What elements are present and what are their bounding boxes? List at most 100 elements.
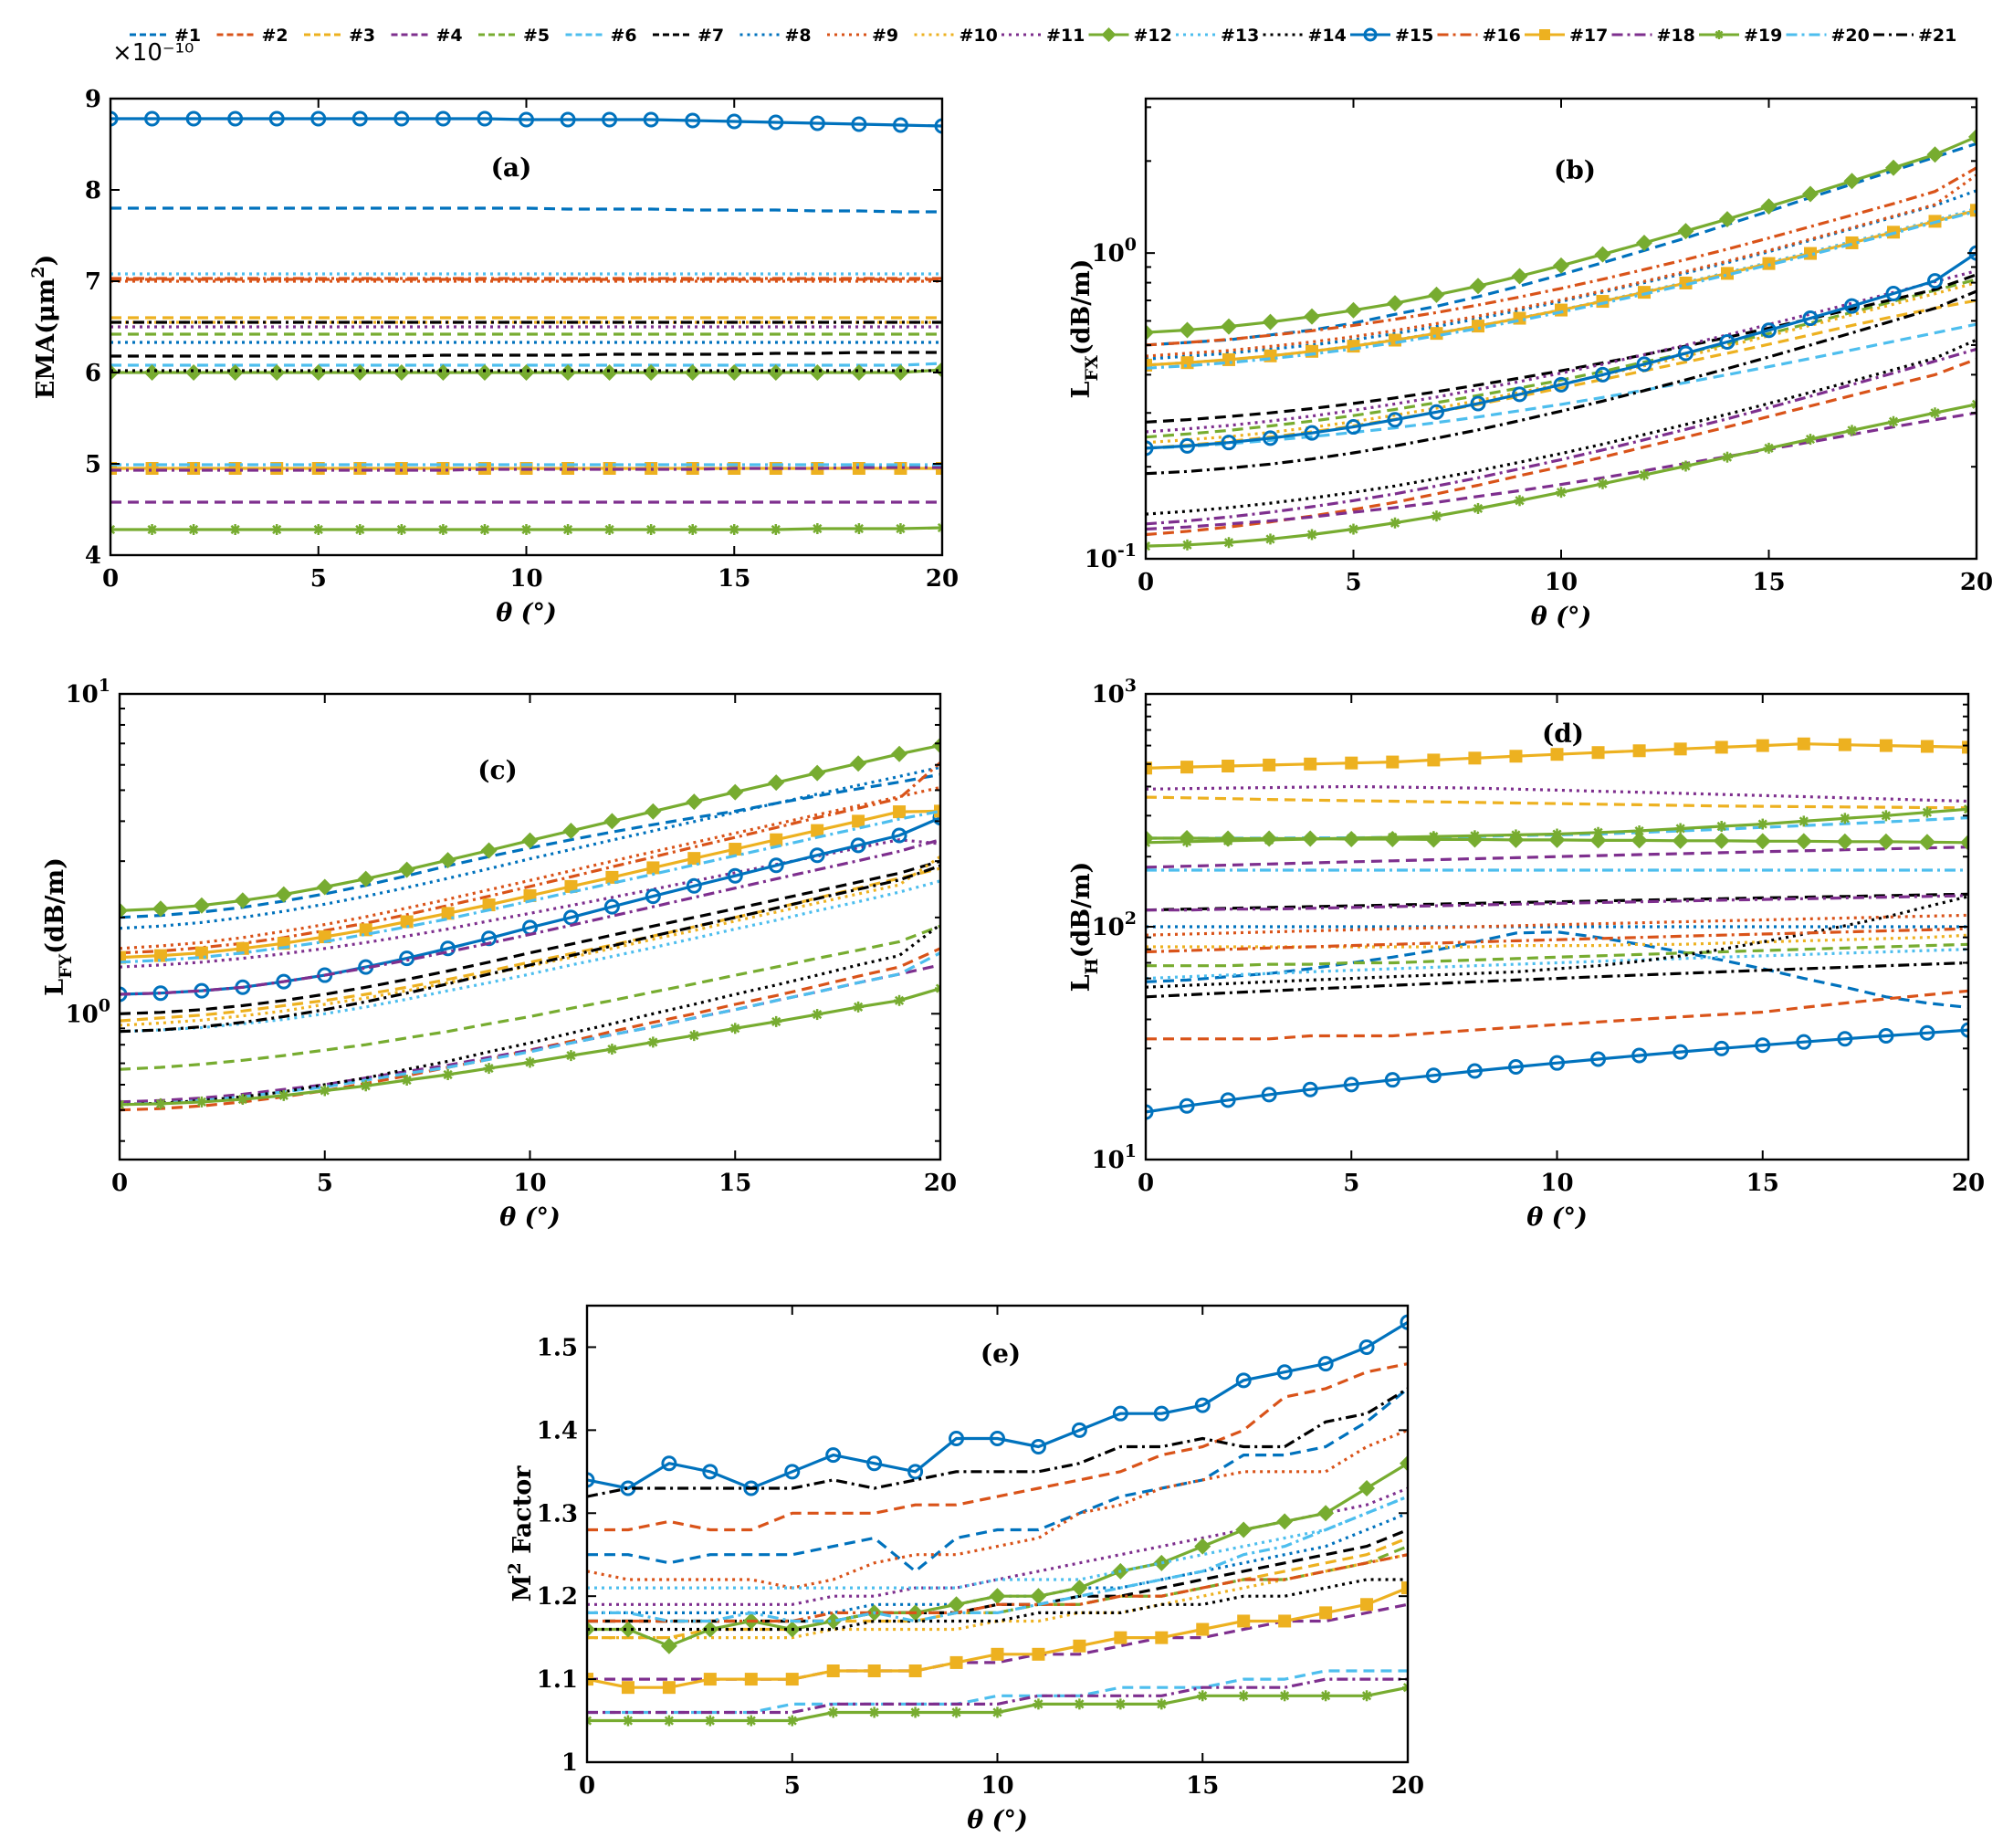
data-marker (1235, 1521, 1253, 1538)
y-axis-label: LFX(dB/m) (1067, 259, 1102, 399)
legend-label: #6 (611, 26, 637, 46)
data-marker (729, 524, 740, 535)
data-marker (1386, 755, 1400, 769)
data-marker (278, 1089, 289, 1101)
series-line (120, 785, 940, 950)
data-marker (1361, 1690, 1373, 1702)
tick-label: 5 (310, 565, 327, 593)
data-marker (1592, 826, 1604, 838)
series-line (1146, 273, 1977, 424)
data-marker (1678, 345, 1694, 362)
series-line (120, 879, 940, 1034)
data-marker (1220, 1092, 1236, 1108)
data-marker (1677, 223, 1694, 240)
tick-label: 15 (1752, 569, 1785, 596)
data-marker (316, 878, 333, 896)
data-marker (989, 1588, 1006, 1605)
data-marker (1221, 435, 1237, 451)
data-marker (1222, 760, 1235, 772)
series-line (587, 1362, 1408, 1532)
panel-label: (c) (477, 755, 518, 785)
data-marker (1261, 1087, 1277, 1103)
data-marker (1715, 821, 1727, 833)
data-marker (937, 522, 942, 533)
tick-label: 5 (1345, 569, 1361, 596)
series-group (1146, 737, 1968, 1120)
legend-label: #21 (1918, 26, 1956, 46)
data-marker (686, 793, 703, 811)
data-marker (1680, 460, 1692, 472)
data-marker (729, 1023, 741, 1034)
panel-label: (b) (1554, 155, 1596, 185)
legend-label: #3 (349, 26, 375, 46)
data-marker (605, 870, 619, 884)
series-line (587, 1545, 1408, 1623)
data-marker (770, 833, 783, 846)
data-marker (1918, 834, 1935, 851)
legend-label: #1 (174, 26, 201, 46)
data-marker (560, 111, 576, 128)
series-line (1146, 209, 1977, 370)
axis-exponent-label: ×10⁻¹⁰ (112, 39, 194, 67)
data-marker (1761, 322, 1777, 339)
data-marker (1276, 1513, 1294, 1530)
data-marker (393, 364, 410, 381)
data-marker (1551, 828, 1563, 840)
data-marker (1507, 1059, 1524, 1076)
data-marker (560, 364, 577, 381)
data-marker (1968, 128, 1977, 145)
data-marker (152, 900, 169, 918)
tick-label: 6 (85, 360, 101, 387)
data-marker (744, 1673, 758, 1686)
data-marker (312, 524, 324, 535)
data-marker (812, 1009, 823, 1021)
data-marker (399, 950, 415, 967)
data-marker (1838, 738, 1851, 751)
tick-label: 5 (317, 1170, 333, 1197)
tick-label: 1.2 (537, 1583, 578, 1611)
series-line (120, 947, 940, 1112)
data-marker (146, 524, 158, 535)
data-marker (1713, 832, 1730, 849)
series-line (587, 1495, 1408, 1590)
legend-item: #19 (1699, 26, 1782, 46)
data-marker (1469, 830, 1481, 842)
data-marker (1845, 236, 1859, 249)
data-marker (646, 861, 660, 875)
data-marker (477, 110, 493, 127)
data-marker (991, 1706, 1003, 1718)
data-marker (1473, 502, 1484, 514)
panel-b: 0 5 10 15 20 10-1 100 θ (°) LFX(dB/m) (b) (1067, 97, 1993, 631)
data-marker (1237, 1614, 1251, 1628)
data-marker (1194, 1397, 1211, 1413)
data-marker (1926, 146, 1944, 163)
data-marker (1633, 825, 1645, 837)
data-marker (1360, 1598, 1374, 1612)
tick-label: 103 (1092, 676, 1137, 709)
data-marker (1263, 430, 1278, 446)
y-axis-label: EMA(μm2) (28, 255, 60, 400)
tick-label: 20 (1391, 1772, 1424, 1800)
data-marker (1074, 1698, 1085, 1710)
data-marker (1347, 340, 1360, 353)
data-marker (1595, 366, 1610, 383)
data-marker (1921, 806, 1933, 818)
tick-label: 101 (66, 676, 110, 709)
panel-a: 0 5 10 15 20 4 5 6 7 8 9 θ (°) EMA(μm2) (a) ×10⁻¹⁰ (28, 39, 959, 627)
data-marker (1264, 533, 1276, 545)
data-marker (851, 116, 867, 132)
data-marker (1384, 1072, 1400, 1088)
data-marker (1679, 276, 1693, 289)
tick-label: 0 (102, 565, 119, 593)
data-marker (727, 867, 743, 884)
data-marker (601, 364, 618, 381)
x-axis-label: θ (°) (496, 599, 556, 627)
data-marker (1180, 761, 1194, 774)
data-marker (1802, 310, 1819, 327)
series-line (587, 1669, 1408, 1715)
data-marker (1797, 737, 1810, 751)
data-marker (120, 950, 126, 964)
data-marker (852, 814, 865, 828)
legend-label: #18 (1657, 26, 1695, 46)
tick-label: 8 (85, 177, 101, 205)
